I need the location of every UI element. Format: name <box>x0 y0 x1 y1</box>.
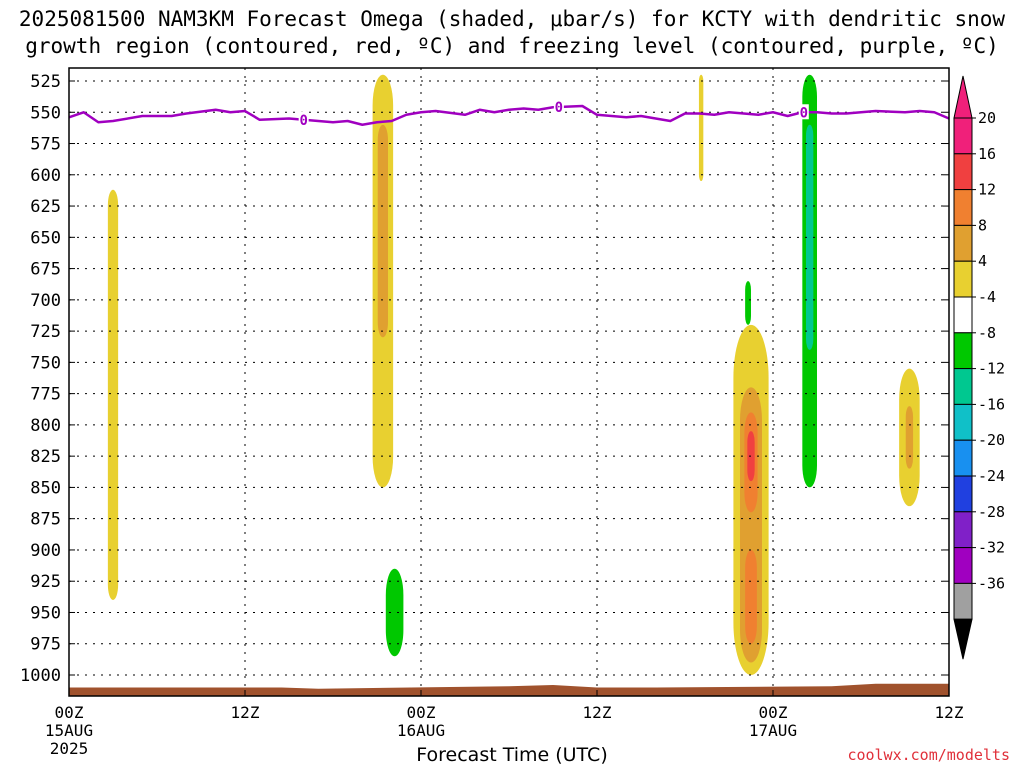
freezing-level-layer: 0 0 0 <box>68 99 950 129</box>
freezing-level-label-bg <box>553 99 564 115</box>
colorbar-swatch <box>953 224 973 262</box>
omega-feature-o-lower-hr46-5 <box>745 549 757 644</box>
y-tick-label: 550 <box>30 103 61 123</box>
freezing-level-line <box>68 104 950 127</box>
colorbar-label: 20 <box>978 109 996 127</box>
omega-feature-w-streak-hr43 <box>698 74 704 182</box>
x-tick-label: 00Z <box>55 703 84 722</box>
y-tick-label: 1000 <box>20 666 61 686</box>
omega-feature-c-core-hr50-5 <box>806 124 814 350</box>
terrain-fill <box>69 683 949 696</box>
y-tick-label: 900 <box>30 541 61 561</box>
omega-feature-w-plume-hr21-core <box>377 124 388 338</box>
colorbar-label: -16 <box>978 395 1005 413</box>
y-tick-label: 875 <box>30 510 61 530</box>
y-tick-label: 825 <box>30 447 61 467</box>
y-axis: 525 550 575 600 625 650 675 700 725 750 775 800 825 8… <box>20 72 949 686</box>
omega-feature-m-core-hr46-5 <box>747 431 755 482</box>
freezing-level-label: 0 <box>299 113 307 129</box>
y-tick-label: 575 <box>30 135 61 155</box>
freezing-level-label-bg <box>798 104 809 120</box>
omega-feature-c-core-hr46 <box>745 281 751 325</box>
plot-frame <box>68 67 950 697</box>
colorbar-swatch <box>953 117 973 155</box>
colorbar-swatch <box>953 582 973 620</box>
colorbar-label: -12 <box>978 360 1005 378</box>
chart-title-line-1: 2025081500 NAM3KM Forecast Omega (shaded… <box>18 7 1006 31</box>
colorbar-label: -28 <box>978 503 1005 521</box>
grid-layer <box>69 68 949 696</box>
colorbar-label: -20 <box>978 431 1005 449</box>
omega-feature-w-plume-hr3 <box>107 189 119 600</box>
x-axis-title: Forecast Time (UTC) <box>416 744 608 766</box>
colorbar-label: 4 <box>978 252 987 270</box>
omega-feature-g-streak-hr44-5 <box>716 512 727 657</box>
y-tick-label: 625 <box>30 197 61 217</box>
colorbar-swatch <box>953 511 973 549</box>
y-tick-label: 650 <box>30 228 61 248</box>
colorbar-label: 16 <box>978 145 996 163</box>
y-tick-label: 675 <box>30 260 61 280</box>
omega-feature-o-core-hr57 <box>905 406 914 469</box>
y-tick-label: 925 <box>30 572 61 592</box>
y-tick-label: 725 <box>30 322 61 342</box>
colorbar-swatch <box>953 153 973 191</box>
omega-feature-g-core-hr22 <box>385 568 404 657</box>
omega-feature-g-blob-hr53 <box>850 381 867 500</box>
omega-feature-g-blob-hr19-5 <box>343 534 367 669</box>
colorbar-label: 8 <box>978 216 987 234</box>
colorbar-bottom-arrow <box>953 618 973 660</box>
x-tick-date: 16AUG <box>397 721 445 740</box>
omega-shading <box>107 74 920 675</box>
x-tick-label: 12Z <box>583 703 612 722</box>
colorbar-swatch <box>953 296 973 334</box>
y-tick-label: 950 <box>30 603 61 623</box>
y-tick-label: 800 <box>30 416 61 436</box>
freezing-level-label: 0 <box>555 100 563 116</box>
x-tick-label: 00Z <box>407 703 436 722</box>
colorbar-label: -4 <box>978 288 996 306</box>
x-tick-year: 2025 <box>50 739 89 758</box>
colorbar-swatch <box>953 260 973 298</box>
colorbar-swatch <box>953 547 973 584</box>
colorbar-swatch <box>953 332 973 370</box>
colorbar-swatch <box>953 403 973 441</box>
x-tick-label: 12Z <box>935 703 964 722</box>
colorbar-label: -8 <box>978 324 996 342</box>
colorbar-label: 12 <box>978 181 996 199</box>
terrain-layer <box>69 683 949 696</box>
y-tick-label: 775 <box>30 385 61 405</box>
colorbar-swatch <box>953 439 973 477</box>
y-tick-label: 750 <box>30 353 61 373</box>
credit-text[interactable]: coolwx.com/modelts <box>847 746 1010 764</box>
freezing-level-label-bg <box>298 111 309 127</box>
y-tick-label: 525 <box>30 72 61 92</box>
y-tick-label: 975 <box>30 635 61 655</box>
omega-feature-g-lower-hr51 <box>806 499 834 657</box>
colorbar-label: -24 <box>978 467 1005 485</box>
colorbar: 20 16 12 8 4 -4 -8 -12 -16 -20 -24 -28 -32 -36 <box>953 75 1005 660</box>
x-tick-date: 15AUG <box>45 721 93 740</box>
x-tick-label: 00Z <box>759 703 788 722</box>
y-tick-label: 700 <box>30 291 61 311</box>
colorbar-swatch <box>953 189 973 226</box>
freezing-level-label: 0 <box>800 105 808 121</box>
colorbar-label: -36 <box>978 574 1005 592</box>
y-tick-label: 850 <box>30 478 61 498</box>
colorbar-swatch <box>953 475 973 513</box>
y-tick-label: 600 <box>30 166 61 186</box>
colorbar-top-arrow <box>953 75 973 119</box>
x-tick-label: 12Z <box>231 703 260 722</box>
x-tick-date: 17AUG <box>749 721 797 740</box>
colorbar-label: -32 <box>978 539 1005 557</box>
chart-title-line-2: growth region (contoured, red, ºC) and f… <box>25 34 999 58</box>
colorbar-swatch <box>953 368 973 405</box>
